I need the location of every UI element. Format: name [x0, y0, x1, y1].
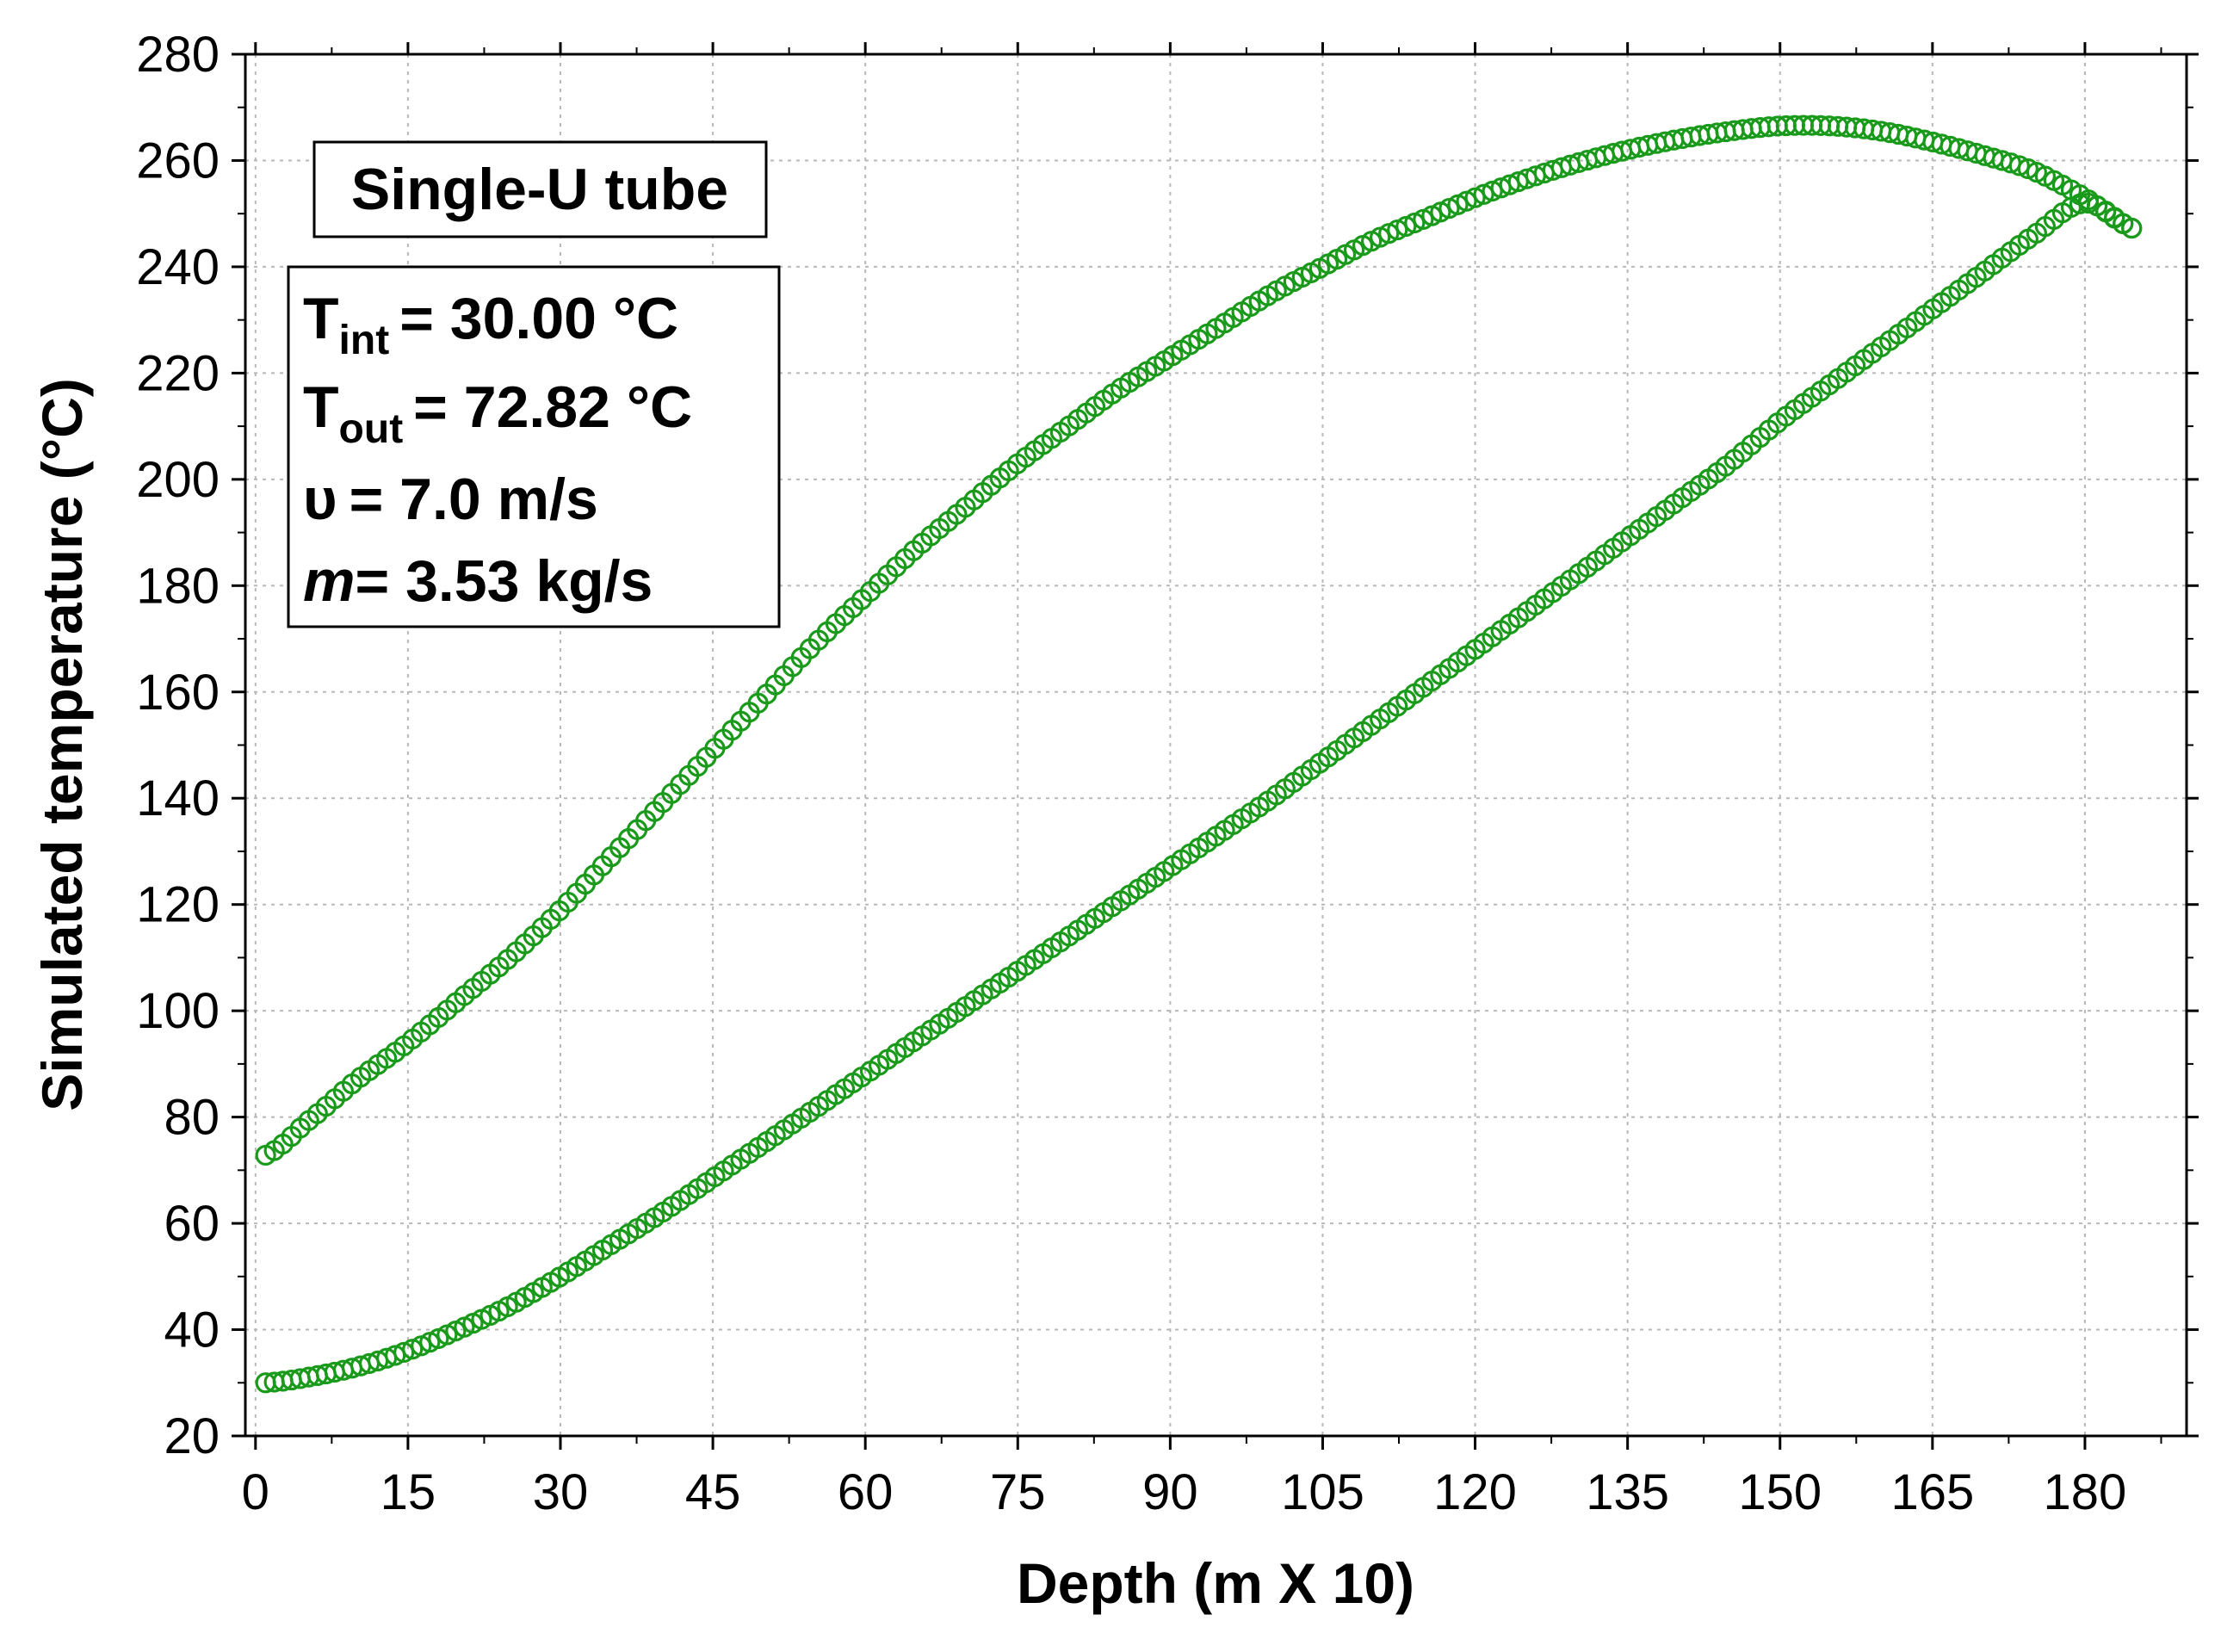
- t-out-symbol: T: [303, 374, 339, 440]
- velocity-line: υ = 7.0 m/s: [303, 467, 598, 532]
- y-tick-label: 160: [136, 665, 220, 721]
- plot-frame: [244, 53, 2188, 1438]
- grid-lines: [245, 53, 2187, 1437]
- t-out-value: = 72.82 °C: [413, 374, 692, 440]
- x-tick-label: 180: [2044, 1464, 2127, 1520]
- x-tick-label: 120: [1433, 1464, 1517, 1520]
- x-tick-labels: 0 15 30 45 60 75 90 105 120 135 150 165 180: [242, 1464, 2127, 1520]
- y-tick-label: 180: [136, 558, 220, 614]
- y-tick-label: 200: [136, 452, 220, 508]
- x-tick-label: 30: [533, 1464, 589, 1520]
- parameters-box: Tint = 30.00 °C Tout = 72.82 °C υ = 7.0 m/s…: [287, 265, 781, 628]
- data-point-series-2: [2008, 155, 2030, 176]
- y-tick-label: 20: [164, 1408, 220, 1464]
- t-out-line: Tout = 72.82 °C: [303, 374, 692, 452]
- x-tick-label: 105: [1281, 1464, 1364, 1520]
- title-box: Single-U tube: [312, 140, 768, 238]
- title-box-frame: [312, 140, 768, 238]
- x-tick-label: 45: [685, 1464, 741, 1520]
- parameters-box-frame: [287, 265, 781, 628]
- t-int-line: Tint = 30.00 °C: [303, 286, 678, 363]
- title-box-label: Single-U tube: [351, 157, 728, 222]
- velocity-symbol: υ: [303, 467, 337, 532]
- mass-symbol: m: [303, 548, 355, 614]
- y-tick-label: 240: [136, 239, 220, 295]
- data-point-series-1: [393, 1341, 415, 1364]
- t-int-value: = 30.00 °C: [399, 286, 678, 351]
- y-tick-label: 260: [136, 133, 220, 189]
- x-tick-label: 135: [1586, 1464, 1669, 1520]
- t-int-symbol: T: [303, 286, 339, 351]
- x-tick-label: 75: [990, 1464, 1046, 1520]
- mass-value: = 3.53 kg/s: [355, 548, 653, 614]
- y-tick-label: 80: [164, 1090, 220, 1146]
- x-tick-label: 150: [1738, 1464, 1822, 1520]
- y-tick-label: 280: [136, 27, 220, 83]
- y-tick-label: 140: [136, 770, 220, 826]
- x-axis-title: Depth (m X 10): [1017, 1551, 1414, 1615]
- x-tick-label: 90: [1142, 1464, 1198, 1520]
- x-tick-label: 60: [838, 1464, 894, 1520]
- y-tick-label: 220: [136, 345, 220, 401]
- axis-ticks: [232, 42, 2199, 1450]
- y-tick-label: 120: [136, 877, 220, 933]
- y-tick-label: 60: [164, 1196, 220, 1252]
- x-tick-label: 165: [1890, 1464, 1974, 1520]
- y-tick-label: 40: [164, 1302, 220, 1358]
- y-tick-labels: 20 40 60 80 100 120 140 160 180 200 220 240 260 280: [136, 27, 220, 1464]
- data-points: [255, 114, 2143, 1394]
- t-out-subscript: out: [339, 406, 404, 452]
- y-axis-title: Simulated temperature (°C): [30, 378, 94, 1111]
- velocity-value: = 7.0 m/s: [350, 467, 598, 532]
- t-int-subscript: int: [339, 318, 390, 363]
- mass-flow-line: m= 3.53 kg/s: [303, 548, 653, 614]
- data-point-series-2: [2121, 217, 2143, 239]
- x-tick-label: 15: [380, 1464, 436, 1520]
- y-tick-label: 100: [136, 983, 220, 1039]
- x-tick-label: 0: [242, 1464, 269, 1520]
